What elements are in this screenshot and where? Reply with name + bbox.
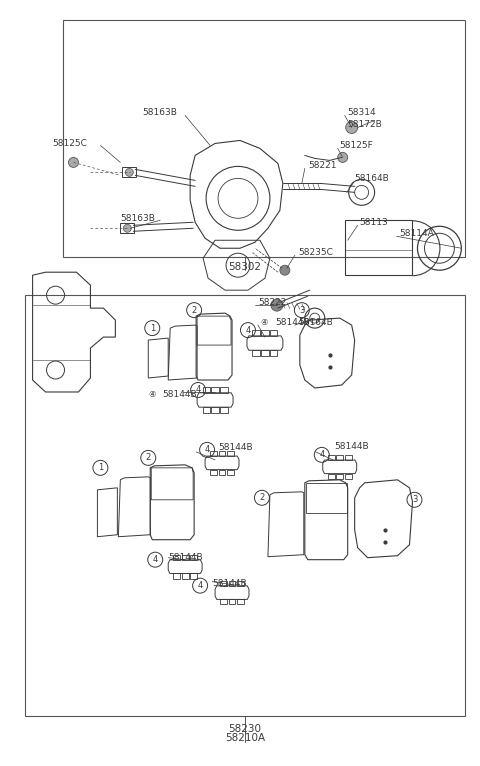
Text: 58172B: 58172B: [348, 120, 383, 129]
Text: 58144B: 58144B: [168, 553, 203, 562]
Text: 58125F: 58125F: [340, 141, 373, 150]
Text: 3: 3: [299, 306, 304, 315]
Text: 4: 4: [245, 326, 251, 335]
Text: 58222: 58222: [258, 298, 287, 306]
Bar: [63, 20, 465, 257]
Text: 58163B: 58163B: [120, 214, 155, 223]
Text: 4: 4: [319, 450, 324, 460]
Text: ④: ④: [148, 391, 156, 400]
Text: 3: 3: [412, 496, 417, 504]
Text: 1: 1: [150, 323, 155, 332]
Text: 4: 4: [204, 445, 210, 454]
Text: 58302: 58302: [228, 262, 261, 272]
Bar: [122, 168, 136, 178]
Text: 58314: 58314: [348, 108, 376, 117]
Text: 58125C: 58125C: [52, 139, 87, 148]
Text: 4: 4: [195, 385, 201, 394]
Text: 58144B: 58144B: [218, 444, 252, 453]
Text: 1: 1: [98, 463, 103, 473]
Text: 58210A: 58210A: [225, 733, 265, 743]
Text: 58113: 58113: [360, 218, 388, 227]
Circle shape: [69, 157, 78, 168]
Text: 58144B: 58144B: [275, 318, 310, 326]
Text: 58230: 58230: [228, 725, 261, 735]
Text: 2: 2: [259, 493, 264, 502]
Bar: [345, 221, 412, 275]
Circle shape: [338, 152, 348, 162]
Text: 58221: 58221: [308, 161, 336, 170]
Text: 2: 2: [145, 453, 151, 463]
Circle shape: [280, 265, 290, 275]
Bar: [120, 224, 134, 234]
Circle shape: [271, 300, 283, 311]
Text: 58235C: 58235C: [298, 247, 333, 257]
Text: 58163B: 58163B: [142, 108, 177, 117]
Text: 58164B: 58164B: [298, 318, 333, 326]
Text: 58144B: 58144B: [335, 443, 369, 451]
Text: 58144B: 58144B: [212, 579, 247, 588]
Text: 58144B: 58144B: [162, 391, 197, 400]
Text: 4: 4: [197, 581, 203, 590]
Text: 58114A: 58114A: [399, 229, 434, 237]
Text: 4: 4: [153, 555, 158, 565]
Bar: [24, 295, 465, 715]
Circle shape: [123, 224, 132, 232]
Circle shape: [346, 122, 358, 133]
Circle shape: [125, 169, 133, 176]
Text: 58164B: 58164B: [355, 174, 389, 183]
Text: 2: 2: [192, 306, 197, 315]
Text: ④: ④: [260, 318, 267, 326]
